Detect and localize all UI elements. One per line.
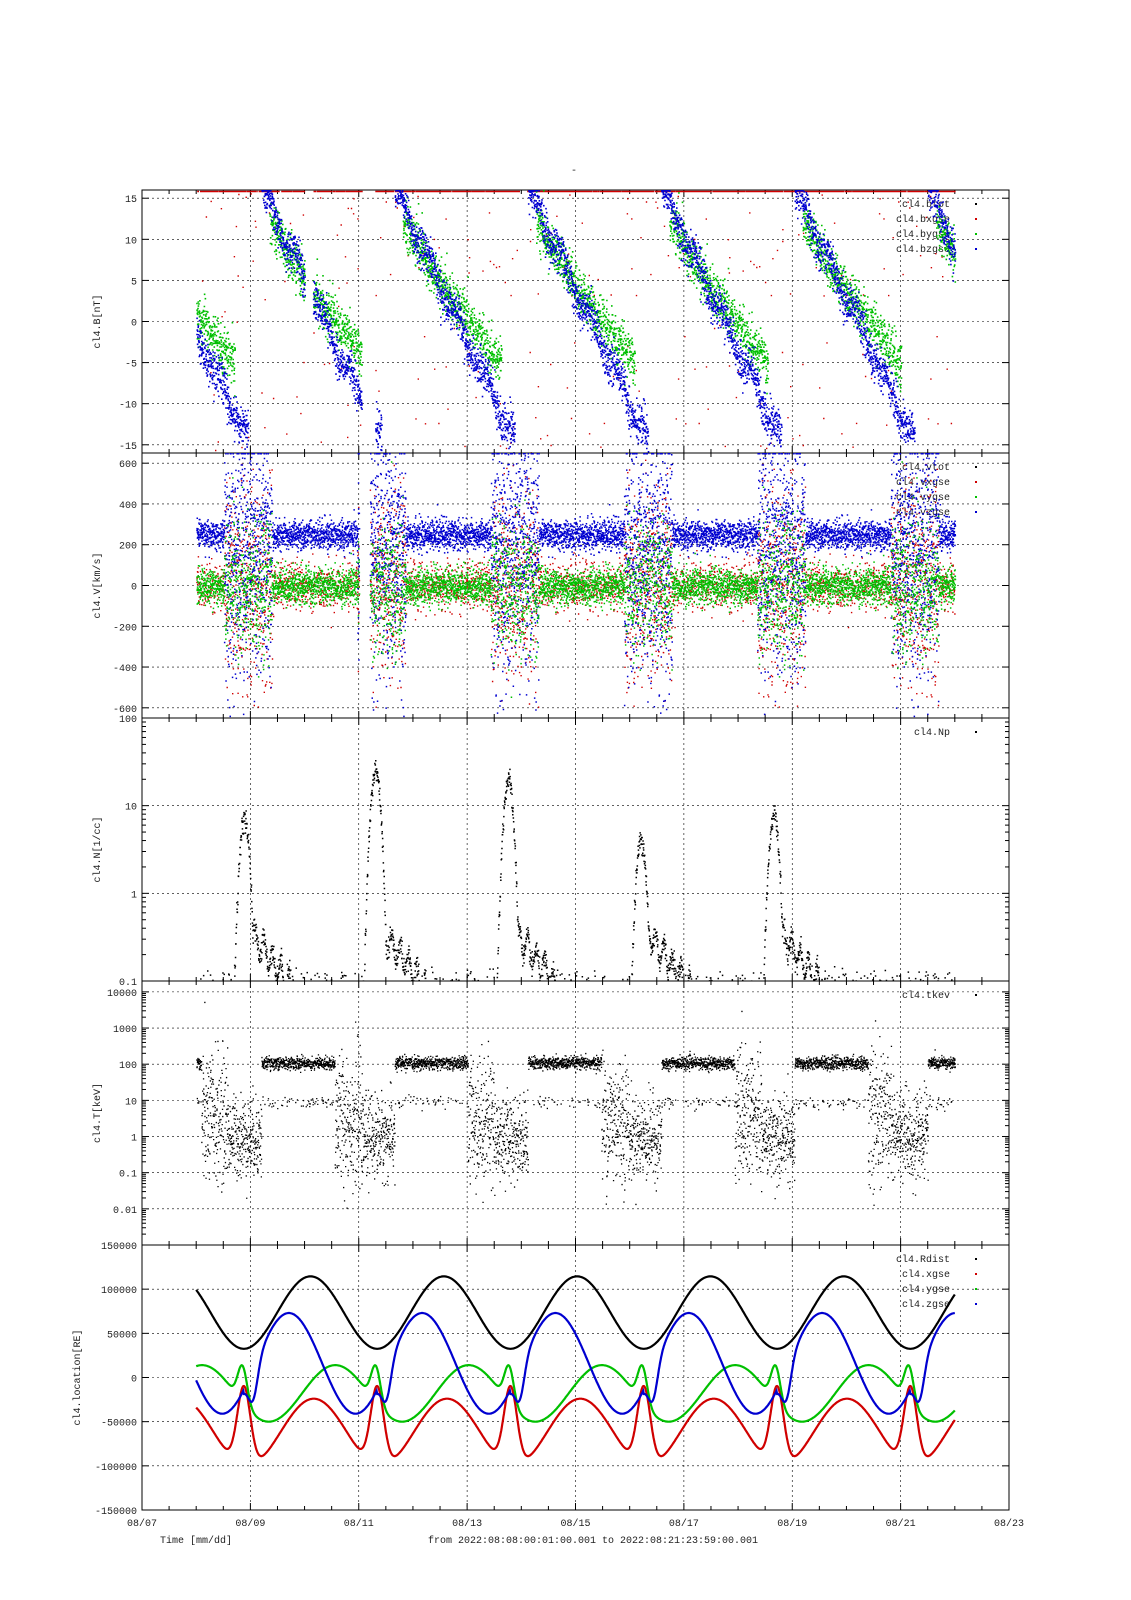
data-point-bzgse (196, 190, 957, 453)
panel-T: 10000 1000 100 10 1 0.1 0.01 cl4.T[keV] cl4.tkev (92, 980, 1010, 1246)
legend-entry: cl4.Np (914, 727, 950, 739)
series-data-N (199, 760, 955, 981)
panels: 151050-5-10-15cl4.B[nT]cl4.btotcl4.bxgse… (72, 189, 1010, 1518)
tick-label-x: 08/07 (127, 1518, 157, 1530)
legend-entry: cl4.btot (902, 199, 950, 211)
legend-marker (975, 1288, 977, 1290)
tick-label-y: -50000 (101, 1419, 137, 1430)
tick-label-y: 200 (119, 542, 137, 553)
legend-marker (975, 731, 977, 733)
y-axis-label: cl4.N[1/cc] (92, 816, 104, 882)
tick-label-y: -400 (113, 664, 137, 675)
series-line-rdist (195, 1275, 956, 1350)
legend-marker (975, 1258, 977, 1260)
panel-B: 15 10 5 0 -5 -10 -15 cl4.B[nT] cl4.btot cl4.bxgse… (92, 189, 1010, 454)
legend-entry: cl4.zgse (902, 1299, 950, 1311)
data-point-vzgse (196, 453, 957, 718)
x-axis-label: Time [mm/dd] (160, 1535, 232, 1547)
legend-marker (975, 233, 977, 235)
tick-label-y: 100 (119, 715, 137, 726)
tick-label-y: 150000 (101, 1242, 137, 1253)
legend-marker (975, 1303, 977, 1305)
series-data-T (196, 1001, 956, 1209)
legend-marker (975, 466, 977, 468)
legend-marker (975, 481, 977, 483)
tick-label-x: 08/15 (560, 1518, 590, 1530)
tick-label-y: -5 (125, 360, 137, 371)
legend-marker (975, 994, 977, 996)
x-axis: 08/07 08/09 08/11 08/13 08/15 08/17 08/19 08/21… (127, 1518, 1024, 1530)
tick-label-x: 08/13 (452, 1518, 482, 1530)
legend-entry: cl4.tkev (902, 990, 950, 1002)
tick-label-y: 600 (119, 460, 137, 471)
tick-label-y: 10 (125, 236, 137, 247)
tick-label-y: 5 (131, 277, 137, 288)
tick-label-y: 400 (119, 501, 137, 512)
series-line-xgse (195, 1384, 956, 1458)
y-axis-label: cl4.T[keV] (92, 1083, 104, 1143)
tick-label-x: 08/11 (344, 1518, 374, 1530)
legend-entry: cl4.vxgse (896, 477, 950, 489)
panel-V: 600 400 200 0 -200 -400 -600 cl4.V[km/s] cl4.vto… (92, 452, 1010, 719)
tick-label-y: 10 (125, 803, 137, 814)
y-axis-label: cl4.V[km/s] (92, 552, 104, 618)
tick-label-x: 08/23 (994, 1518, 1024, 1530)
tick-label-y: 100000 (101, 1286, 137, 1297)
panel-N: 100 10 1 0.1 cl4.N[1/cc] cl4.Np (92, 715, 1010, 989)
legend-entry: cl4.bygse (896, 229, 950, 241)
tick-label-y: 1 (131, 890, 137, 901)
tick-label-y: 0.1 (119, 1170, 137, 1181)
legend-marker (975, 203, 977, 205)
tick-label-y: 0 (131, 1375, 137, 1386)
tick-label-y: -100000 (95, 1463, 137, 1474)
data-point-vygse (196, 461, 957, 698)
legend-marker (975, 1273, 977, 1275)
legend-marker (975, 511, 977, 513)
tick-label-y: 100 (119, 1061, 137, 1072)
tick-label-y: 0 (131, 583, 137, 594)
tick-label-y: 10000 (107, 989, 137, 1000)
tick-label-y: -200 (113, 623, 137, 634)
panel-R: 150000 100000 50000 0 -50000 -100000 -150000 cl… (72, 1242, 1010, 1518)
y-axis-label: cl4.location[RE] (72, 1329, 84, 1425)
series-data-B (196, 190, 957, 453)
tick-label-y: 15 (125, 195, 137, 206)
data-point-vxgse (196, 453, 956, 718)
tick-label-y: -15 (119, 442, 137, 453)
series-data-R (195, 1275, 956, 1458)
legend-marker (975, 248, 977, 250)
data-point-tkev (196, 1001, 956, 1209)
series-line-ygse (195, 1363, 956, 1423)
tick-label-y: 50000 (107, 1330, 137, 1341)
series-line-zgse (195, 1311, 956, 1415)
legend-entry: cl4.Rdist (896, 1254, 950, 1266)
y-axis-label: cl4.B[nT] (92, 294, 104, 348)
tick-label-x: 08/09 (235, 1518, 265, 1530)
tick-label-y: -10 (119, 401, 137, 412)
tick-label-y: -150000 (95, 1507, 137, 1518)
legend-entry: cl4.ygse (902, 1284, 950, 1296)
legend-entry: cl4.bxgse (896, 214, 950, 226)
time-range-label: from 2022:08:08:00:01:00.001 to 2022:08:… (428, 1535, 758, 1547)
tick-label-y: 0.01 (113, 1206, 137, 1217)
tick-label-y: 10 (125, 1097, 137, 1108)
legend-marker (975, 218, 977, 220)
page-title: - (571, 166, 577, 177)
tick-label-y: 1000 (113, 1025, 137, 1036)
tick-label-y: -600 (113, 705, 137, 716)
legend-entry: cl4.xgse (902, 1269, 950, 1281)
data-point-bxgse (197, 190, 956, 453)
tick-label-x: 08/19 (777, 1518, 807, 1530)
tick-label-y: 1 (131, 1134, 137, 1145)
tick-label-x: 08/17 (669, 1518, 699, 1530)
tick-label-x: 08/21 (886, 1518, 916, 1530)
legend-marker (975, 496, 977, 498)
data-point-np (199, 760, 955, 981)
legend-entry: cl4.bzgse (896, 244, 950, 256)
legend-entry: cl4.vtot (902, 462, 950, 474)
tick-label-y: 0.1 (119, 978, 137, 989)
series-data-V (196, 453, 957, 718)
tick-label-y: 0 (131, 319, 137, 330)
